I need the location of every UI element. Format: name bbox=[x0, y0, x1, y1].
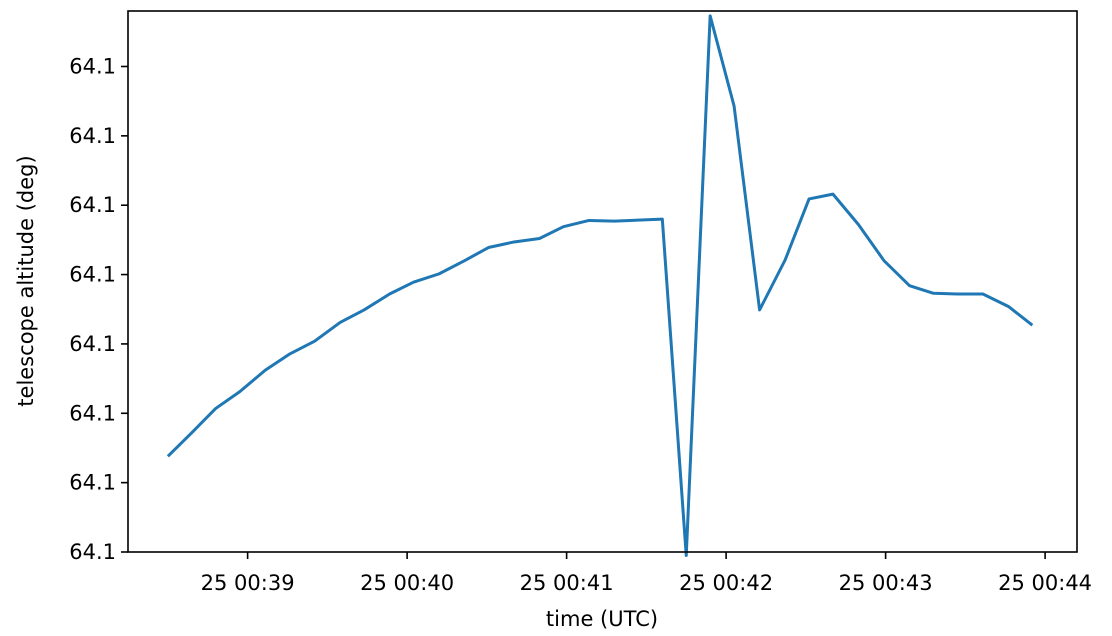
plot-area bbox=[166, 14, 1034, 557]
y-tick-label: 64.1 bbox=[69, 332, 116, 356]
altitude-series-line bbox=[166, 14, 1034, 557]
x-tick-label: 25 00:41 bbox=[520, 571, 614, 595]
x-tick-label: 25 00:42 bbox=[679, 571, 773, 595]
y-tick-label: 64.1 bbox=[69, 401, 116, 425]
x-axis-label: time (UTC) bbox=[546, 607, 658, 631]
x-axis: 25 00:39 25 00:40 25 00:41 25 00:42 25 00:43… bbox=[201, 552, 1092, 595]
y-tick-label: 64.1 bbox=[69, 471, 116, 495]
x-tick-label: 25 00:44 bbox=[998, 571, 1092, 595]
x-tick-label: 25 00:39 bbox=[201, 571, 295, 595]
y-tick-label: 64.1 bbox=[69, 540, 116, 564]
y-axis-label: telescope altitude (deg) bbox=[14, 155, 38, 406]
y-tick-label: 64.1 bbox=[69, 124, 116, 148]
y-tick-label: 64.1 bbox=[69, 193, 116, 217]
plot-frame bbox=[127, 10, 1078, 553]
y-tick-label: 64.1 bbox=[69, 263, 116, 287]
y-axis: 64.1 64.1 64.1 64.1 64.1 64.1 64.1 64.1 bbox=[69, 54, 128, 564]
y-tick-label: 64.1 bbox=[69, 54, 116, 78]
x-tick-label: 25 00:43 bbox=[839, 571, 933, 595]
x-tick-label: 25 00:40 bbox=[360, 571, 454, 595]
